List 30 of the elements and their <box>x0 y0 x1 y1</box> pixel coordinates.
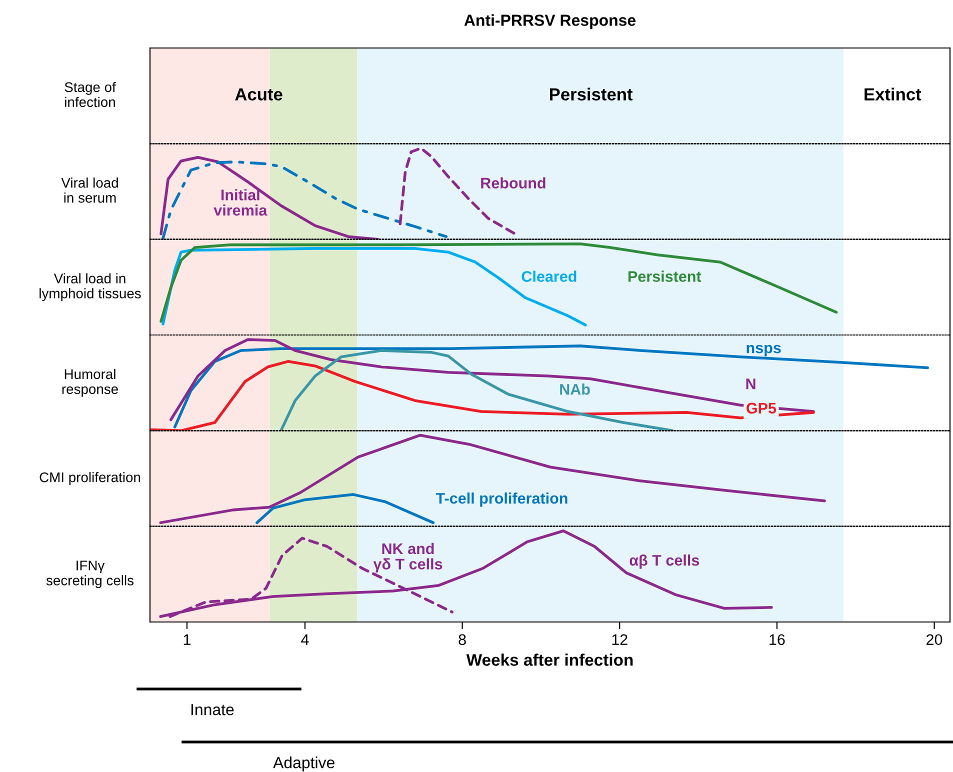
y-axis-title: CMI proliferation <box>40 472 140 485</box>
series-label: αβ T cells <box>630 554 700 569</box>
y-axis-title: IFNγ secreting cells <box>46 560 134 588</box>
y-axis-title: Viral load in serum <box>61 178 118 203</box>
series-label: Cleared <box>522 270 576 282</box>
text: Adaptive <box>273 756 334 772</box>
y-axis-title: Viral load in lymphoid tissues <box>40 273 141 302</box>
x-tick-label: 1 <box>184 634 190 645</box>
series-label: NAb <box>560 384 590 395</box>
series-label: Rebound <box>481 177 546 189</box>
x-tick-label: 16 <box>770 634 785 646</box>
series-label: N <box>746 378 756 390</box>
x-tick-label: 12 <box>612 634 628 645</box>
series-label: Persistent <box>628 270 702 282</box>
text: Innate <box>191 704 234 716</box>
x-tick-label: 20 <box>926 634 942 646</box>
x-tick-label: 4 <box>301 634 309 645</box>
text: Acute <box>235 88 282 100</box>
x-tick-label: 8 <box>458 634 466 646</box>
series-label: NK and γδ T cells <box>373 542 442 572</box>
series-label: GP5 <box>746 402 776 414</box>
text: Anti-PRRSV Response <box>464 14 636 30</box>
series-label: Initial viremia <box>214 189 268 216</box>
x-axis-title: Weeks after infection <box>466 654 633 666</box>
y-axis-title: Humoral response <box>62 368 118 397</box>
text: Persistent <box>550 88 633 100</box>
text: Extinct <box>864 88 922 100</box>
text: Stage of infection <box>64 82 116 108</box>
series-label: T-cell proliferation <box>436 492 568 507</box>
series-label: nsps <box>746 344 781 356</box>
